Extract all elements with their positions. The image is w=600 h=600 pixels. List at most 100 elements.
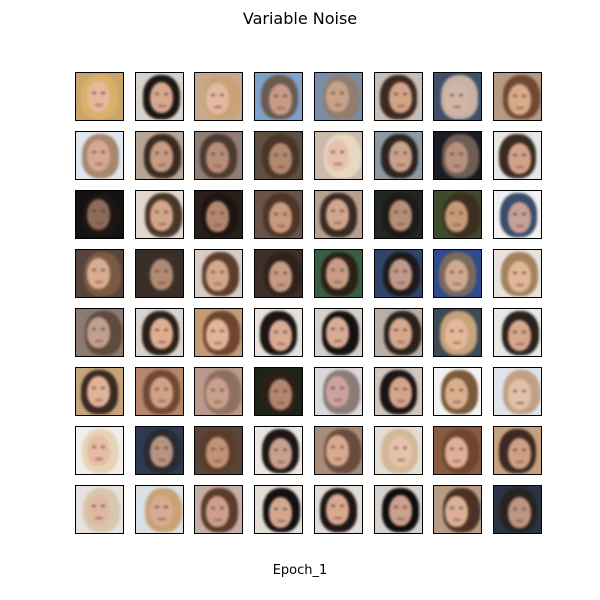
generated-image-tile [75,308,124,357]
tile-blur-overlay [255,368,303,415]
tile-blur-overlay [314,132,362,179]
tile-blur-overlay [195,368,243,415]
generated-image-tile [254,485,304,534]
tile-blur-overlay [434,191,482,238]
generated-image-tile [254,131,304,180]
generated-image-tile [134,190,184,239]
generated-image-tile [373,190,423,239]
tile-blur-overlay [493,191,541,238]
tile-blur-overlay [374,309,422,356]
generated-image-tile [492,249,542,298]
generated-image-tile [134,249,184,298]
tile-blur-overlay [374,73,422,120]
tile-blur-overlay [255,191,303,238]
generated-image-tile [134,485,184,534]
image-grid [75,72,542,536]
tile-blur-overlay [374,132,422,179]
generated-image-tile [492,72,542,121]
generated-image-tile [134,426,184,475]
tile-blur-overlay [314,191,362,238]
tile-blur-overlay [255,73,303,120]
generated-image-tile [313,485,363,534]
tile-blur-overlay [314,309,362,356]
figure-title: Variable Noise [242,9,358,28]
tile-blur-overlay [255,132,303,179]
tile-blur-overlay [76,368,123,415]
generated-image-tile [75,190,124,239]
tile-blur-overlay [493,486,541,533]
tile-blur-overlay [135,486,183,533]
generated-image-tile [433,308,483,357]
generated-image-tile [313,426,363,475]
tile-blur-overlay [493,73,541,120]
tile-blur-overlay [76,73,123,120]
generated-image-tile [492,190,542,239]
tile-blur-overlay [76,427,123,474]
generated-image-tile [254,72,304,121]
generated-image-tile [194,72,244,121]
tile-blur-overlay [374,368,422,415]
generated-image-tile [194,249,244,298]
tile-blur-overlay [374,250,422,297]
tile-blur-overlay [76,486,123,533]
tile-blur-overlay [76,250,123,297]
generated-image-tile [373,426,423,475]
tile-blur-overlay [493,132,541,179]
tile-blur-overlay [434,309,482,356]
tile-blur-overlay [195,73,243,120]
tile-blur-overlay [434,427,482,474]
generated-image-tile [313,249,363,298]
tile-blur-overlay [195,486,243,533]
generated-image-tile [134,72,184,121]
generated-image-tile [75,131,124,180]
generated-image-tile [433,131,483,180]
tile-blur-overlay [76,191,123,238]
generated-image-tile [194,426,244,475]
generated-image-tile [254,308,304,357]
generated-image-tile [134,308,184,357]
tile-blur-overlay [195,309,243,356]
tile-blur-overlay [314,250,362,297]
generated-image-tile [194,190,244,239]
tile-blur-overlay [314,368,362,415]
tile-blur-overlay [76,309,123,356]
tile-blur-overlay [195,427,243,474]
tile-blur-overlay [314,73,362,120]
generated-image-tile [313,72,363,121]
tile-blur-overlay [493,250,541,297]
generated-image-tile [373,485,423,534]
tile-blur-overlay [434,73,482,120]
generated-image-tile [492,367,542,416]
tile-blur-overlay [374,191,422,238]
tile-blur-overlay [135,427,183,474]
tile-blur-overlay [255,486,303,533]
tile-blur-overlay [314,486,362,533]
tile-blur-overlay [255,427,303,474]
tile-blur-overlay [76,132,123,179]
tile-blur-overlay [195,132,243,179]
tile-blur-overlay [434,132,482,179]
generated-image-tile [194,308,244,357]
tile-blur-overlay [135,191,183,238]
generated-image-tile [134,367,184,416]
tile-blur-overlay [135,73,183,120]
generated-image-tile [254,190,304,239]
generated-image-tile [313,190,363,239]
generated-image-tile [492,485,542,534]
generated-image-tile [433,72,483,121]
generated-image-tile [194,485,244,534]
generated-image-tile [313,367,363,416]
generated-image-tile [433,249,483,298]
generated-image-tile [492,426,542,475]
generated-image-tile [75,485,124,534]
generated-image-tile [433,426,483,475]
generated-image-tile [433,190,483,239]
generated-image-tile [373,72,423,121]
generated-image-tile [433,367,483,416]
tile-blur-overlay [195,191,243,238]
tile-blur-overlay [255,309,303,356]
tile-blur-overlay [135,309,183,356]
tile-blur-overlay [314,427,362,474]
generated-image-tile [194,131,244,180]
generated-image-tile [373,249,423,298]
